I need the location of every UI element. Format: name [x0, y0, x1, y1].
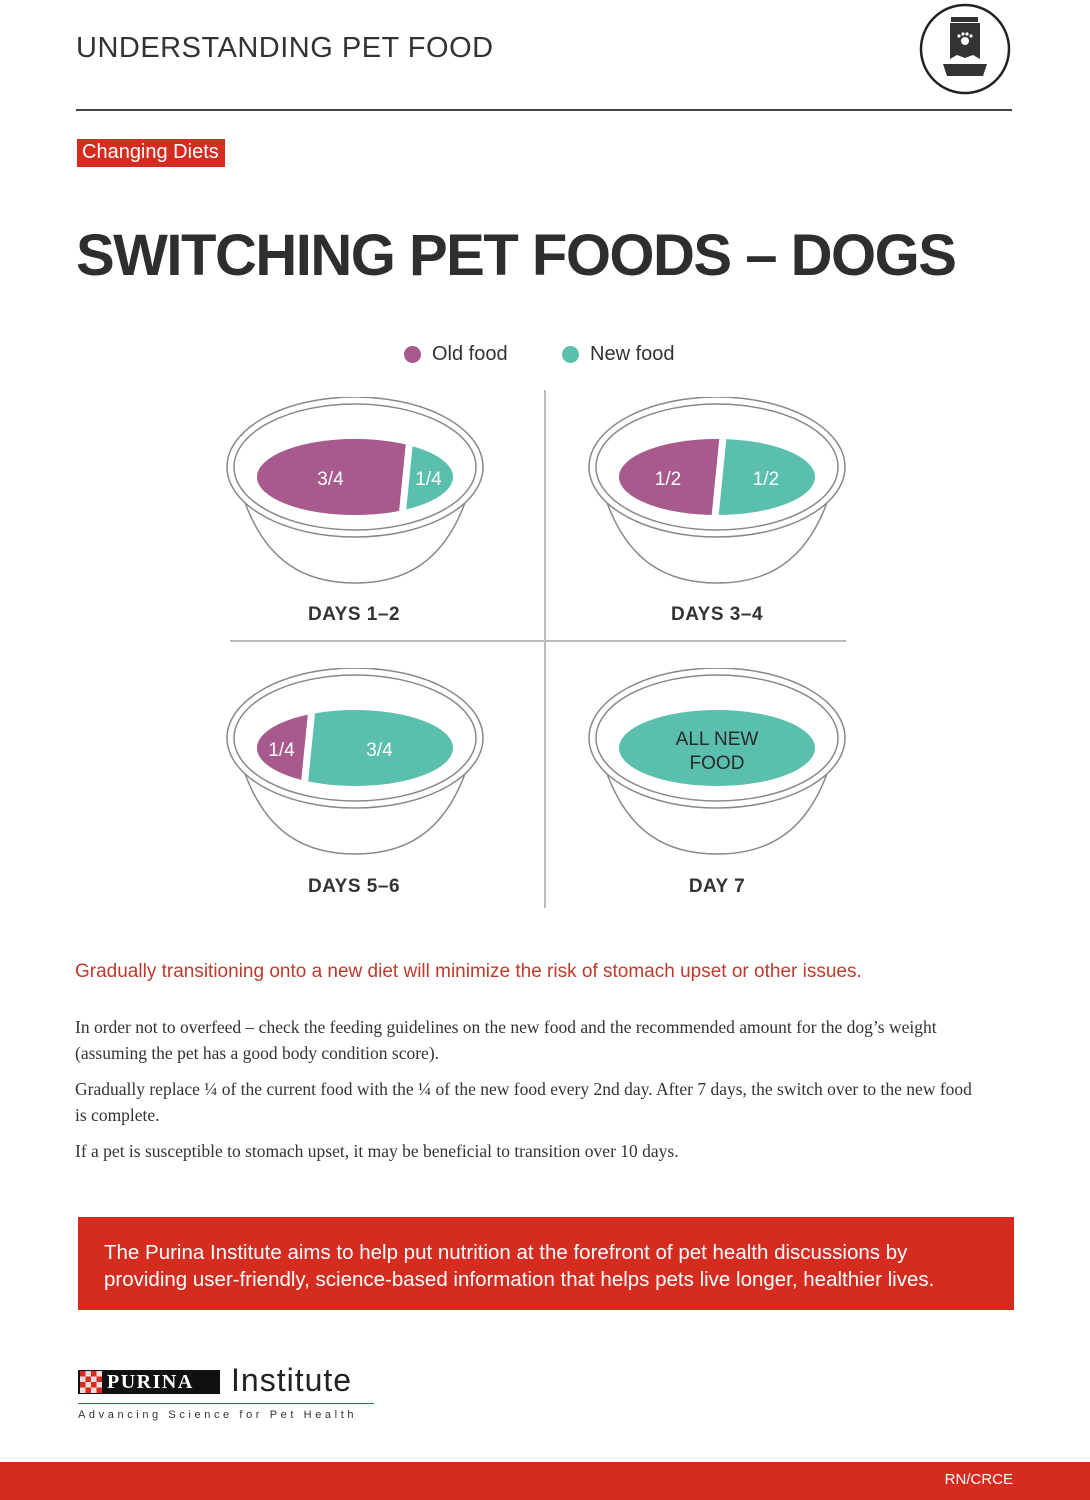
paragraph: If a pet is susceptible to stomach upset…: [75, 1141, 679, 1161]
portion-label: ALL NEW: [676, 729, 759, 750]
legend-new: New food: [562, 343, 675, 366]
new-food-swatch: [562, 346, 579, 363]
logo-rule: [78, 1403, 374, 1404]
bowl-days-1-2: 3/4 1/4: [220, 396, 490, 597]
legend-label: Old food: [432, 343, 508, 365]
mission-banner: The Purina Institute aims to help put nu…: [78, 1217, 1014, 1310]
bowl-day-7: ALL NEW FOOD: [582, 667, 852, 868]
portion-divider: [390, 439, 418, 515]
brand-text: PURINA: [107, 1371, 194, 1393]
purina-wordmark: PURINA: [78, 1370, 220, 1394]
bowl-days-5-6: 1/4 3/4: [220, 667, 490, 868]
paragraph: In order not to overfeed – check the fee…: [75, 1017, 937, 1063]
grid-divider-vertical: [544, 390, 546, 908]
portion-divider: [292, 710, 320, 786]
portion-divider: [703, 439, 731, 515]
bowl-days-3-4: 1/2 1/2: [582, 396, 852, 597]
old-portion-label: 1/2: [655, 469, 681, 490]
new-portion-label: 1/4: [415, 469, 442, 490]
purina-institute-logo: PURINA Institute Advancing Science for P…: [78, 1362, 378, 1428]
banner-text: The Purina Institute aims to help put nu…: [104, 1241, 935, 1291]
portion-label: FOOD: [690, 753, 745, 774]
new-food-portion: [619, 710, 815, 786]
bowl-label: DAYS 3–4: [670, 604, 764, 625]
grid-divider-horizontal: [230, 640, 846, 642]
header-title: UNDERSTANDING PET FOOD: [76, 32, 494, 64]
new-portion-label: 3/4: [366, 740, 393, 761]
bowl-label: DAYS 1–2: [307, 604, 401, 625]
page-title: SWITCHING PET FOODS – DOGS: [76, 223, 957, 288]
institute-text: Institute: [231, 1362, 353, 1398]
bowl-label: DAYS 5–6: [307, 876, 401, 897]
footer-bar: RN/CRCE: [0, 1462, 1090, 1500]
old-portion-label: 3/4: [317, 469, 344, 490]
old-food-portion: [619, 439, 727, 515]
new-portion-label: 1/2: [753, 469, 779, 490]
header-divider: [76, 109, 1012, 111]
pet-food-bag-bowl-icon: [919, 3, 1011, 95]
old-food-swatch: [404, 346, 421, 363]
intro-text: Gradually transitioning onto a new diet …: [75, 961, 862, 982]
paragraph: Gradually replace ¼ of the current food …: [75, 1079, 972, 1125]
bowl-label: DAY 7: [688, 876, 746, 897]
category-tag: Changing Diets: [77, 139, 225, 167]
old-portion-label: 1/4: [268, 740, 295, 761]
legend-old: Old food: [404, 343, 508, 366]
legend-label: New food: [590, 343, 675, 365]
footer-code: RN/CRCE: [944, 1471, 1013, 1488]
tagline: Advancing Science for Pet Health: [78, 1409, 358, 1421]
